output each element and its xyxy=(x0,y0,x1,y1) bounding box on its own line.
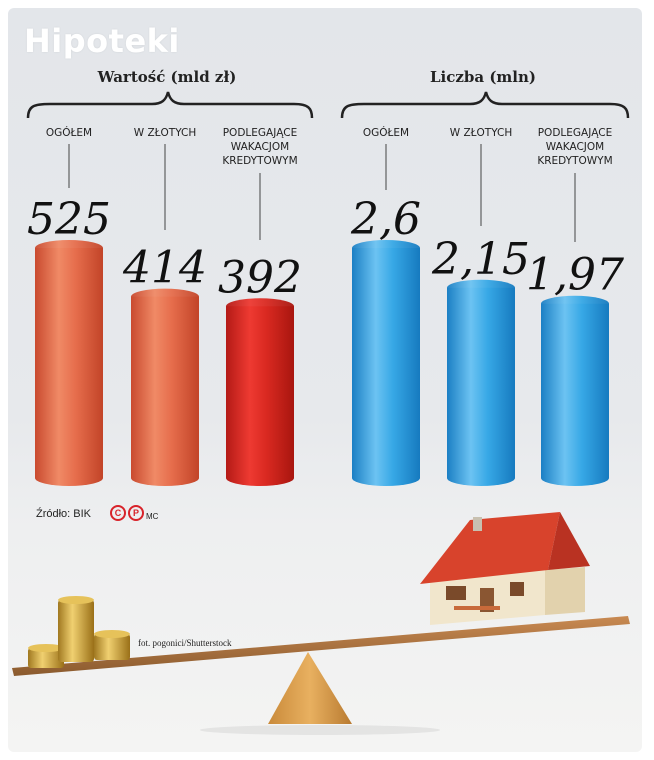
group-title-value: Wartość (mld zł) xyxy=(97,68,237,86)
house xyxy=(420,512,590,625)
bar-0-2 xyxy=(226,298,294,486)
seesaw-illustration xyxy=(12,512,630,735)
category-label: W ZŁOTYCH xyxy=(133,127,197,139)
category-label: OGÓŁEM xyxy=(362,127,410,139)
photo-credit: fot. pogonici/Shutterstock xyxy=(138,638,232,648)
bar-1-0 xyxy=(352,240,420,486)
bar-0-1 xyxy=(131,288,199,486)
logo-c: C xyxy=(110,505,126,521)
coin-stack xyxy=(28,596,130,668)
bar-1-2 xyxy=(541,295,609,486)
bar-0-0 xyxy=(35,240,103,486)
category-label: PODLEGAJĄCE WAKACJOM KREDYTOWYM xyxy=(537,127,613,167)
value-label: 1,97 xyxy=(526,250,624,301)
brace-left xyxy=(26,91,314,119)
connector-lines xyxy=(68,144,576,242)
source-text: Źródło: BIK xyxy=(36,508,92,520)
category-label: W ZŁOTYCH xyxy=(449,127,513,139)
category-label: PODLEGAJĄCE WAKACJOM KREDYTOWYM xyxy=(222,127,298,167)
group-title-count: Liczba (mln) xyxy=(430,68,536,86)
category-label: OGÓŁEM xyxy=(45,127,93,139)
value-label: 392 xyxy=(218,252,302,303)
value-label: 2,6 xyxy=(350,194,421,245)
publisher-logo: C P xyxy=(110,505,144,521)
value-label: 414 xyxy=(122,243,207,294)
fulcrum xyxy=(268,652,352,724)
infographic-panel: Hipoteki xyxy=(8,8,642,752)
value-label: 2,15 xyxy=(431,234,530,285)
brace-right xyxy=(340,91,630,119)
value-label: 525 xyxy=(27,194,111,245)
author-initials: MC xyxy=(146,512,159,521)
logo-p: P xyxy=(128,505,144,521)
plank xyxy=(12,616,630,676)
bar-1-1 xyxy=(447,279,515,486)
page-title: Hipoteki xyxy=(24,22,180,60)
